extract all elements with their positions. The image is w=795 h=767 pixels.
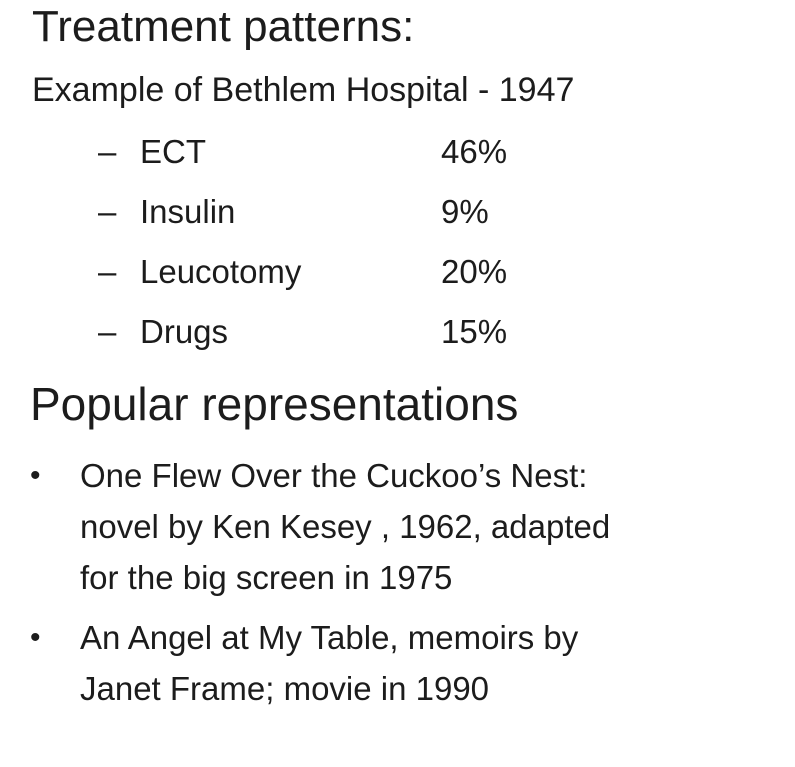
treatment-percent: 46%: [441, 133, 508, 170]
bullet-marker: •: [30, 621, 41, 654]
bullet-line: novel by Ken Kesey , 1962, adapted: [80, 508, 611, 545]
bullet-line: for the big screen in 1975: [80, 559, 453, 596]
dash-marker: –: [98, 193, 117, 230]
treatment-percent: 20%: [441, 253, 508, 290]
treatment-percent: 9%: [441, 193, 489, 230]
treatment-name: Insulin: [140, 193, 236, 230]
treatment-row-ect: – ECT 46%: [0, 130, 795, 190]
treatment-percent: 15%: [441, 313, 508, 350]
treatment-name: Drugs: [140, 313, 229, 350]
dash-marker: –: [98, 313, 117, 350]
treatment-name: ECT: [140, 133, 206, 170]
treatment-row-insulin: – Insulin 9%: [0, 190, 795, 250]
list-item: • One Flew Over the Cuckoo’s Nest: novel…: [0, 450, 795, 606]
bullet-text: An Angel at My Table, memoirs by Janet F…: [80, 612, 578, 714]
section-title: Popular representations: [30, 378, 519, 430]
treatment-row-leucotomy: – Leucotomy 20%: [0, 250, 795, 310]
bullet-line: Janet Frame; movie in 1990: [80, 670, 490, 707]
bullet-line: An Angel at My Table, memoirs by: [80, 619, 579, 656]
treatment-row-drugs: – Drugs 15%: [0, 310, 795, 370]
bullet-line: One Flew Over the Cuckoo’s Nest:: [80, 457, 588, 494]
slide-subtitle: Example of Bethlem Hospital - 1947: [32, 71, 575, 109]
treatment-name: Leucotomy: [140, 253, 302, 290]
dash-marker: –: [98, 133, 117, 170]
list-item: • An Angel at My Table, memoirs by Janet…: [0, 612, 795, 716]
bullet-text: One Flew Over the Cuckoo’s Nest: novel b…: [80, 450, 610, 603]
slide-title: Treatment patterns:: [32, 2, 415, 51]
dash-marker: –: [98, 253, 117, 290]
bullet-marker: •: [30, 459, 41, 492]
